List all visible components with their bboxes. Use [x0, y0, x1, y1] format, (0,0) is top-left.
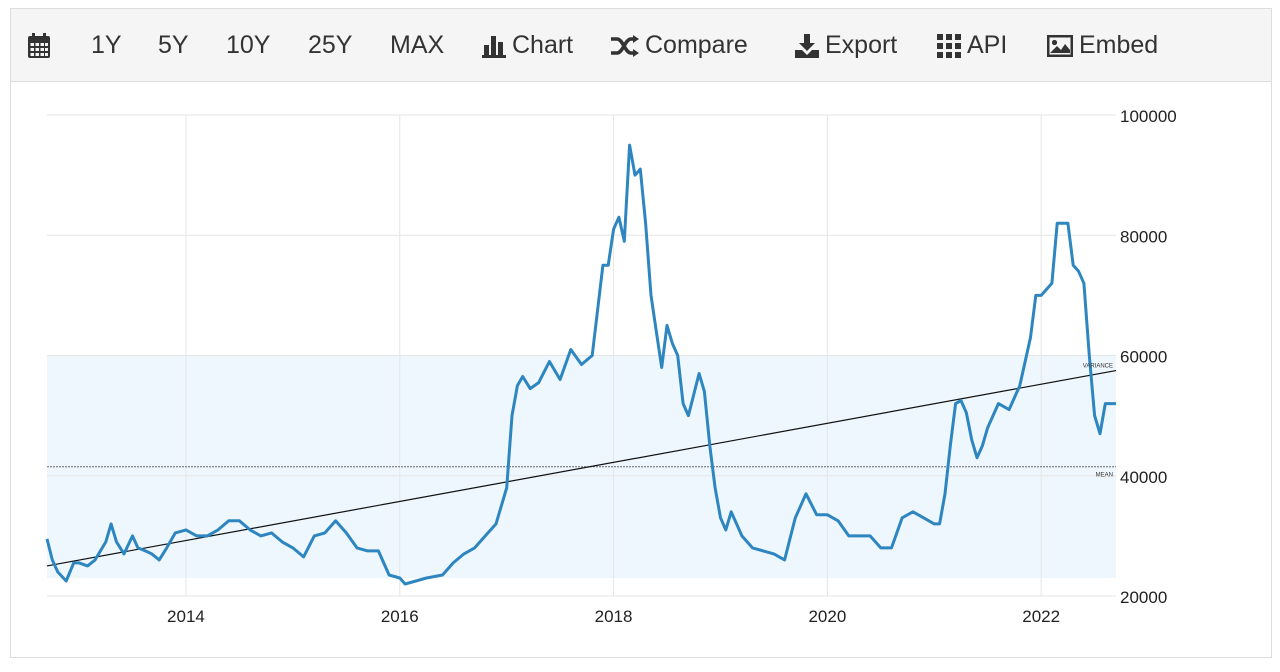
- y-tick-label: 100000: [1120, 107, 1177, 126]
- embed-label: Embed: [1079, 31, 1159, 59]
- x-tick-label: 2020: [808, 607, 846, 626]
- x-tick-label: 2022: [1022, 607, 1060, 626]
- image-icon: [1047, 34, 1073, 57]
- y-tick-label: 60000: [1120, 348, 1167, 367]
- shuffle-icon: [611, 34, 639, 57]
- grid-icon: [937, 33, 961, 58]
- compare-button[interactable]: Compare: [611, 9, 748, 82]
- range-1y-label: 1Y: [91, 31, 122, 59]
- range-10y-label: 10Y: [226, 31, 271, 59]
- x-tick-label: 2018: [595, 607, 633, 626]
- range-25y-button[interactable]: 25Y: [308, 9, 352, 82]
- range-25y-label: 25Y: [308, 31, 353, 59]
- chart-widget: 1Y 5Y 10Y 25Y MAX Chart: [10, 8, 1272, 658]
- line-chart: 20000 40000 60000 80000 100000 2014 2016 2018 20…: [45, 107, 1177, 626]
- mean-label: MEAN: [1096, 473, 1113, 479]
- x-tick-label: 2016: [381, 607, 419, 626]
- x-tick-label: 2014: [167, 607, 205, 626]
- trend-line: [46, 369, 1117, 567]
- y-tick-label: 20000: [1120, 588, 1167, 607]
- calendar-button[interactable]: [27, 9, 57, 82]
- range-10y-button[interactable]: 10Y: [226, 9, 270, 82]
- chart-area: 20000 40000 60000 80000 100000 2014 2016 2018 20…: [11, 83, 1271, 657]
- range-max-label: MAX: [390, 31, 445, 59]
- y-tick-label: 80000: [1120, 227, 1167, 246]
- chart-type-label: Chart: [512, 31, 574, 59]
- api-button[interactable]: API: [937, 9, 1007, 82]
- toolbar: 1Y 5Y 10Y 25Y MAX Chart: [11, 9, 1271, 82]
- series-line: [45, 143, 1116, 586]
- chart-type-button[interactable]: Chart: [482, 9, 573, 82]
- range-max-button[interactable]: MAX: [390, 9, 444, 82]
- embed-button[interactable]: Embed: [1047, 9, 1158, 82]
- bar-chart-icon: [482, 34, 506, 58]
- range-5y-button[interactable]: 5Y: [158, 9, 189, 82]
- variance-label: VARIANCE: [1083, 364, 1113, 370]
- compare-label: Compare: [645, 31, 748, 59]
- y-tick-label: 40000: [1120, 468, 1167, 487]
- calendar-icon: [27, 32, 51, 59]
- export-label: Export: [825, 31, 898, 59]
- download-icon: [795, 33, 819, 58]
- api-label: API: [967, 31, 1008, 59]
- export-button[interactable]: Export: [795, 9, 897, 82]
- range-5y-label: 5Y: [158, 31, 189, 59]
- range-1y-button[interactable]: 1Y: [91, 9, 122, 82]
